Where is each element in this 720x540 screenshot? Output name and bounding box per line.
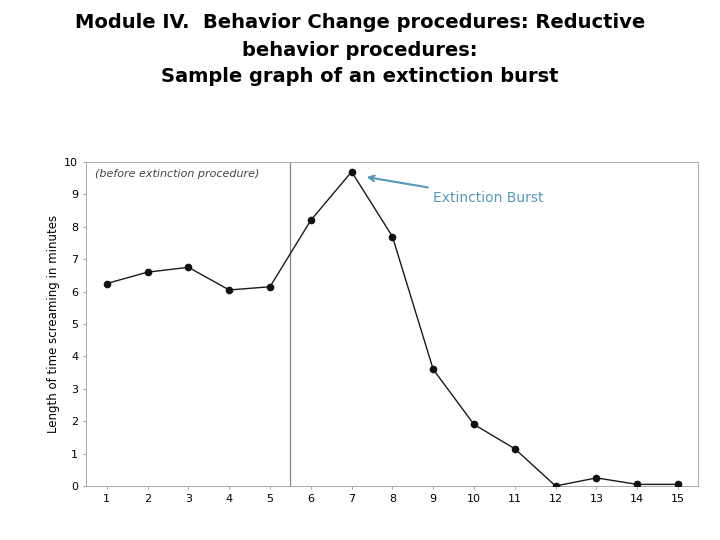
Y-axis label: Length of time screaming in minutes: Length of time screaming in minutes [47,215,60,433]
Text: Sample graph of an extinction burst: Sample graph of an extinction burst [161,68,559,86]
Text: behavior procedures:: behavior procedures: [242,40,478,59]
Text: Extinction Burst: Extinction Burst [369,176,544,205]
Text: (before extinction procedure): (before extinction procedure) [94,169,259,179]
Text: Module IV.  Behavior Change procedures: Reductive: Module IV. Behavior Change procedures: R… [75,14,645,32]
